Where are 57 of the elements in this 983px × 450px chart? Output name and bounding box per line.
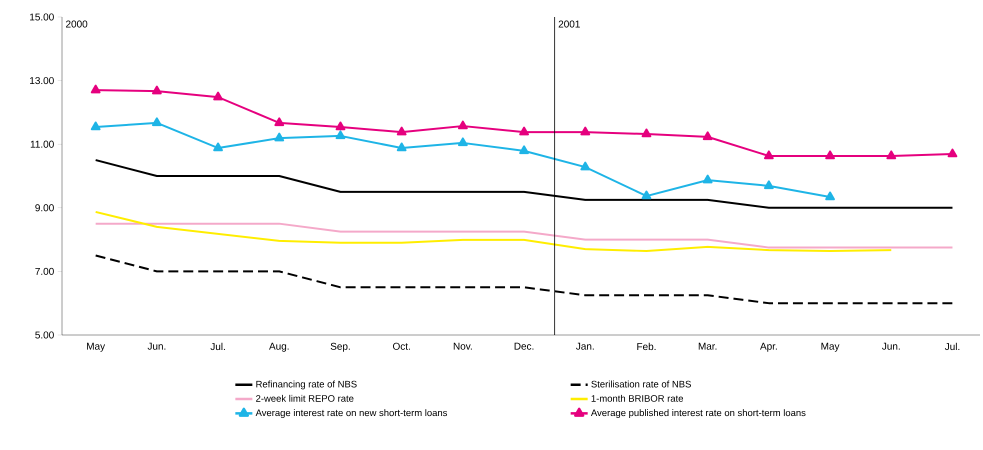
point: [458, 137, 468, 146]
annotation: 2001: [558, 20, 580, 28]
legend-label: 2-week limit REPO rate: [256, 394, 354, 402]
point: [213, 142, 223, 152]
point: [886, 150, 896, 160]
point: [336, 130, 346, 140]
x-tick-label: Jul.: [944, 342, 960, 350]
point: [764, 150, 774, 160]
legend-label: Refinancing rate of NBS: [256, 380, 357, 390]
x-tick-label: Jun.: [148, 342, 166, 350]
point: [702, 131, 713, 140]
x-tick-label: May: [87, 342, 106, 352]
y-tick-label: 5.00: [35, 331, 54, 339]
y-tick-label: 9.00: [35, 204, 54, 212]
y-tick-label: 13.00: [30, 77, 54, 84]
point: [458, 120, 468, 130]
legend-label: Sterilisation rate of NBS: [591, 380, 691, 388]
point: [519, 126, 529, 136]
point: [152, 86, 162, 94]
annotation: 2000: [66, 20, 88, 28]
point: [274, 132, 284, 142]
x-tick-label: Dec.: [514, 342, 534, 350]
point: [213, 92, 223, 100]
point: [580, 162, 590, 170]
y-tick-label: 11.00: [30, 140, 54, 148]
point: [764, 180, 774, 190]
legend-label: Average interest rate on new short-term loans: [256, 409, 448, 418]
x-tick-label: Apr.: [760, 342, 777, 352]
x-tick-label: Oct.: [393, 342, 410, 350]
x-tick-label: Jul.: [210, 342, 225, 350]
point: [948, 148, 958, 158]
x-tick-label: Sep.: [330, 342, 350, 352]
point: [396, 142, 407, 152]
point: [825, 192, 835, 200]
x-tick-label: Mar.: [698, 342, 716, 350]
point: [90, 84, 101, 94]
point: [90, 122, 101, 130]
point: [152, 117, 162, 126]
x-tick-label: Nov.: [454, 342, 472, 350]
point: [396, 126, 407, 136]
point: [702, 174, 713, 184]
point: [336, 122, 346, 130]
point: [274, 117, 284, 126]
point: [642, 128, 652, 138]
y-tick-label: 7.00: [35, 268, 54, 275]
x-tick-label: May: [821, 342, 840, 352]
point: [642, 190, 652, 200]
x-tick-label: Aug.: [269, 342, 289, 352]
x-tick-label: Feb.: [637, 342, 656, 350]
point: [825, 150, 835, 160]
legend-label: 1-month BRIBOR rate: [592, 394, 684, 402]
x-tick-label: Jan.: [576, 342, 594, 350]
x-tick-label: Jun.: [882, 342, 900, 350]
point: [519, 145, 529, 154]
y-tick-label: 15.00: [30, 13, 54, 21]
point: [580, 126, 590, 136]
legend-label: Average published interest rate on short-term loans: [590, 409, 806, 418]
